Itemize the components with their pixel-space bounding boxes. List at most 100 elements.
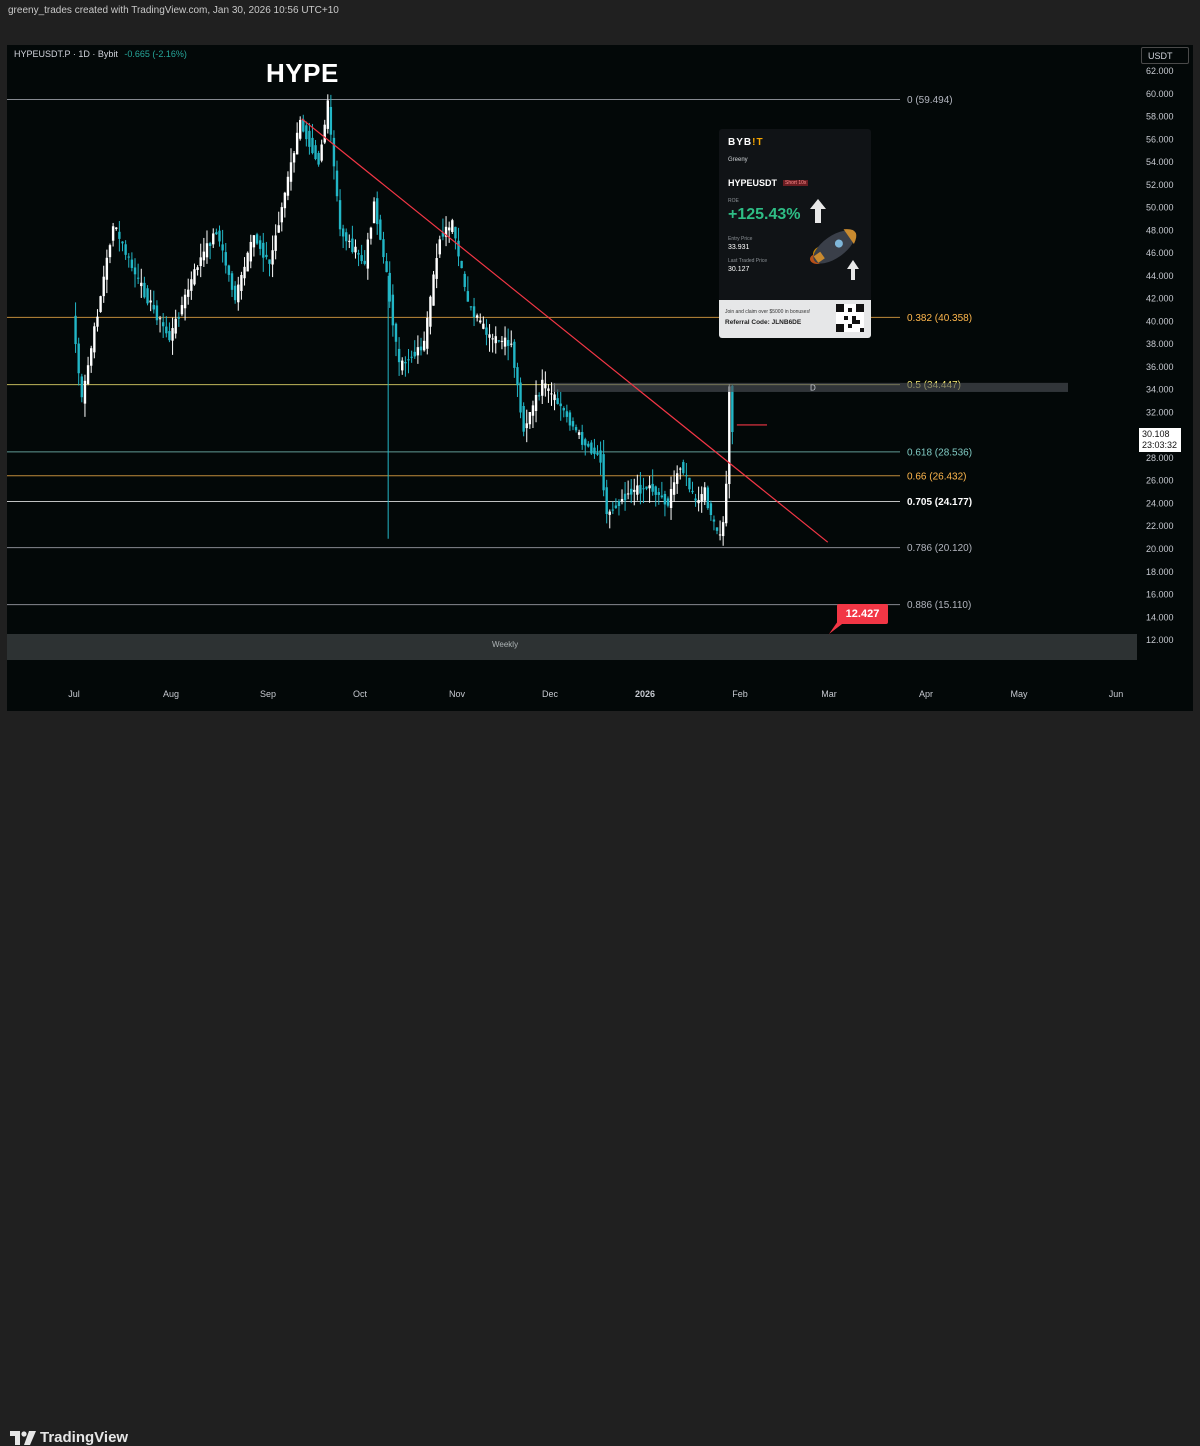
card-roe: +125.43% — [728, 206, 801, 223]
candle-body — [240, 275, 243, 291]
candle-body — [96, 316, 99, 327]
candle-body — [531, 405, 535, 416]
candle-body — [611, 509, 615, 511]
candle-body — [115, 227, 118, 229]
y-tick-label: 62.000 — [1146, 66, 1174, 76]
candle-body — [516, 367, 519, 386]
candle-body — [636, 485, 639, 495]
y-tick-label: 20.000 — [1146, 544, 1174, 554]
weekly-zone-label: Weekly — [492, 640, 519, 649]
candle-body — [605, 487, 608, 515]
candle-body — [258, 240, 262, 249]
y-tick-label: 26.000 — [1146, 476, 1174, 486]
candle-body — [118, 231, 121, 239]
bottom-bar: TradingView — [0, 711, 1200, 1446]
candle-body — [593, 447, 596, 455]
candle-body — [305, 125, 308, 140]
candle-body — [146, 288, 149, 304]
candle-body — [80, 376, 84, 398]
candle-body — [404, 362, 407, 364]
candle-body — [488, 334, 491, 338]
candle-body — [127, 256, 130, 258]
candle-body — [441, 232, 445, 237]
candle-body — [74, 315, 77, 345]
candle-body — [617, 500, 621, 507]
candle-body — [669, 489, 673, 508]
candle-body — [602, 454, 605, 491]
candle-body — [171, 328, 174, 341]
candle-body — [565, 411, 569, 417]
candle-body — [136, 277, 140, 279]
chart-frame[interactable] — [7, 45, 1193, 711]
y-tick-label: 18.000 — [1146, 567, 1174, 577]
candle-body — [283, 192, 287, 209]
candle-body — [706, 487, 710, 509]
y-tick-label: 34.000 — [1146, 385, 1174, 395]
candle-body — [642, 488, 645, 490]
candle-body — [286, 176, 290, 196]
x-tick-label: Sep — [260, 689, 276, 699]
candle-body — [111, 226, 115, 241]
candles — [74, 94, 734, 546]
card-side-badge: Short 10x — [783, 180, 809, 186]
candle-body — [208, 243, 212, 247]
candle-body — [482, 323, 485, 329]
candle-body — [419, 346, 423, 351]
candle-body — [457, 240, 460, 257]
candle-body — [694, 498, 697, 501]
candle-body — [152, 304, 155, 310]
drawing-overlays: D — [301, 118, 1068, 634]
currency-button[interactable]: USDT — [1141, 47, 1189, 64]
candle-body — [485, 327, 488, 335]
candle-body — [357, 253, 360, 255]
y-tick-label: 54.000 — [1146, 157, 1174, 167]
card-referral-code: Referral Code: JLNB6DE — [725, 319, 802, 326]
candle-body — [544, 383, 547, 389]
symbol-legend[interactable]: HYPEUSDT.P · 1D · Bybit -0.665 (-2.16%) — [14, 49, 187, 59]
candle-body — [345, 232, 348, 242]
price-chart[interactable]: 62.000 60.000 58.000 56.000 54.000 52.000 50.0… — [0, 0, 1200, 748]
candle-body — [193, 269, 196, 285]
last-price-value: 30.108 — [1142, 429, 1170, 439]
candle-body — [682, 462, 685, 474]
candle-body — [249, 241, 252, 262]
candle-body — [553, 394, 556, 401]
candle-body — [432, 274, 435, 306]
candle-body — [712, 519, 716, 522]
y-tick-label: 28.000 — [1146, 453, 1174, 463]
tradingview-logo[interactable]: TradingView — [10, 1429, 128, 1446]
candle-body — [205, 243, 209, 258]
bybit-share-card: BYB!T Greeny HYPEUSDT Short 10x ROE +125… — [719, 129, 871, 338]
candle-body — [326, 100, 329, 129]
y-tick-label: 46.000 — [1146, 248, 1174, 258]
candle-body — [212, 233, 215, 245]
candle-body — [688, 477, 691, 490]
candle-body — [121, 241, 124, 244]
candle-body — [494, 336, 497, 344]
y-tick-label: 32.000 — [1146, 407, 1174, 417]
candle-body — [397, 348, 401, 363]
zone-marker-d: D — [810, 383, 816, 392]
x-tick-label: Feb — [732, 689, 748, 699]
fib-level-label: 0.382 (40.358) — [907, 313, 972, 324]
card-pair: HYPEUSDT — [728, 178, 778, 188]
candle-body — [341, 228, 345, 237]
candle-body — [660, 495, 664, 498]
candle-body — [654, 486, 657, 495]
candle-body — [323, 124, 326, 143]
candle-body — [574, 427, 578, 431]
candle-body — [237, 284, 240, 303]
candle-body — [105, 257, 109, 280]
bybit-logo: BYB!T — [728, 137, 764, 148]
candle-body — [666, 498, 670, 506]
candle-body — [435, 258, 438, 279]
candle-body — [513, 341, 516, 368]
candle-body — [519, 382, 522, 413]
candle-body — [407, 359, 410, 361]
candle-body — [541, 379, 544, 396]
candle-body — [308, 130, 311, 147]
candle-body — [102, 276, 105, 297]
candle-body — [246, 252, 249, 272]
candle-body — [202, 251, 206, 261]
y-tick-label: 38.000 — [1146, 339, 1174, 349]
